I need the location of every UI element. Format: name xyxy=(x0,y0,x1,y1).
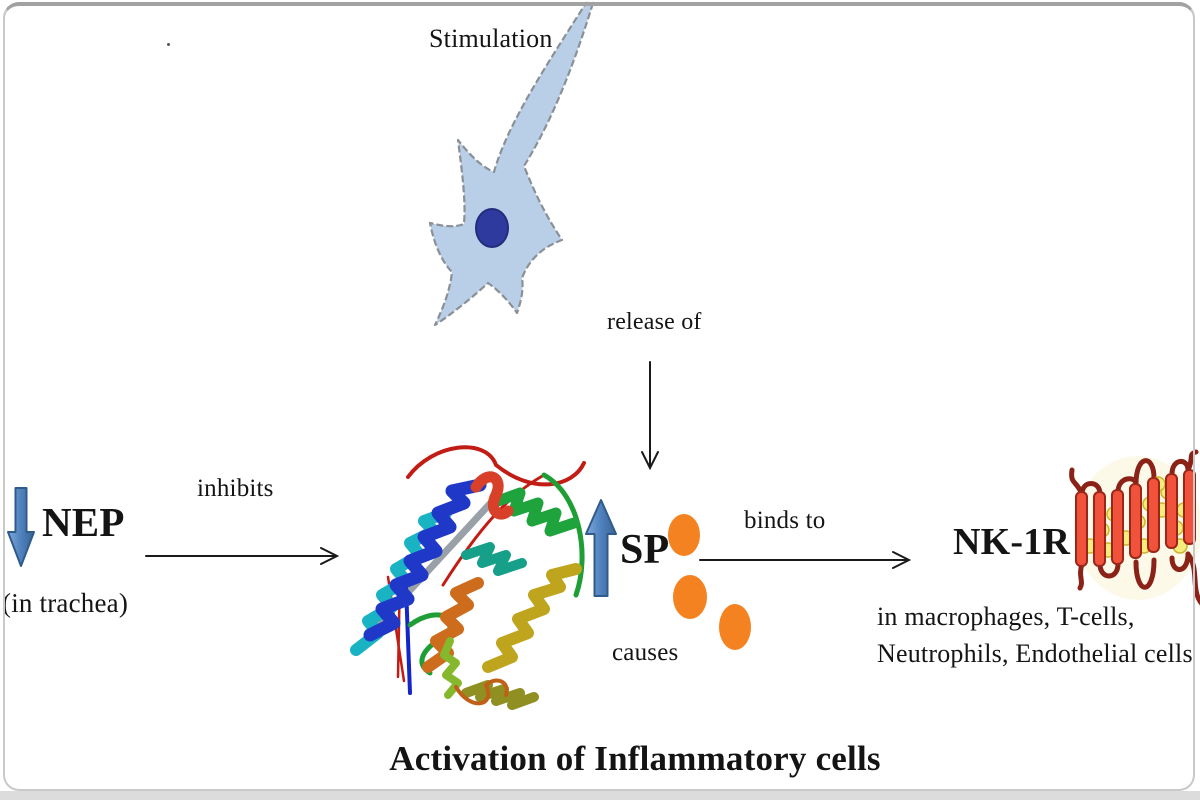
sp-molecule xyxy=(668,514,700,556)
diagram-title: Activation of Inflammatory cells xyxy=(389,739,881,778)
release-of-label: release of xyxy=(607,309,702,335)
binds-to-label: binds to xyxy=(744,507,826,534)
inhibits-arrow xyxy=(145,547,340,565)
neuron-body xyxy=(428,1,595,327)
in-trachea-label: (in trachea) xyxy=(2,588,129,618)
sp-molecule xyxy=(719,604,751,650)
sp-molecule xyxy=(673,575,707,619)
stimulation-label: Stimulation xyxy=(429,24,553,53)
nep-label: NEP xyxy=(42,499,125,545)
nep-protein-ribbon-illustration xyxy=(350,445,586,710)
sp-increase-block-arrow-icon xyxy=(585,499,617,597)
frame-bottom-shadow xyxy=(0,791,1200,800)
speck-artifact xyxy=(167,43,170,46)
neuron-nucleus xyxy=(475,208,509,248)
transmembrane-helices xyxy=(1075,469,1196,567)
sp-label: SP xyxy=(620,527,670,573)
neuron-cell-illustration xyxy=(428,1,595,327)
nep-decrease-block-arrow-icon xyxy=(7,487,35,567)
nk1r-seven-transmembrane-receptor-illustration xyxy=(1069,449,1200,606)
causes-label: causes xyxy=(612,639,679,666)
release-of-arrow xyxy=(641,361,659,471)
target-cells-line1: in macrophages, T-cells, xyxy=(877,602,1135,631)
nk1r-label: NK-1R xyxy=(953,521,1071,563)
inhibits-label: inhibits xyxy=(197,475,274,502)
binds-to-arrow xyxy=(699,551,912,569)
target-cells-line2: Neutrophils, Endothelial cells xyxy=(877,639,1193,668)
